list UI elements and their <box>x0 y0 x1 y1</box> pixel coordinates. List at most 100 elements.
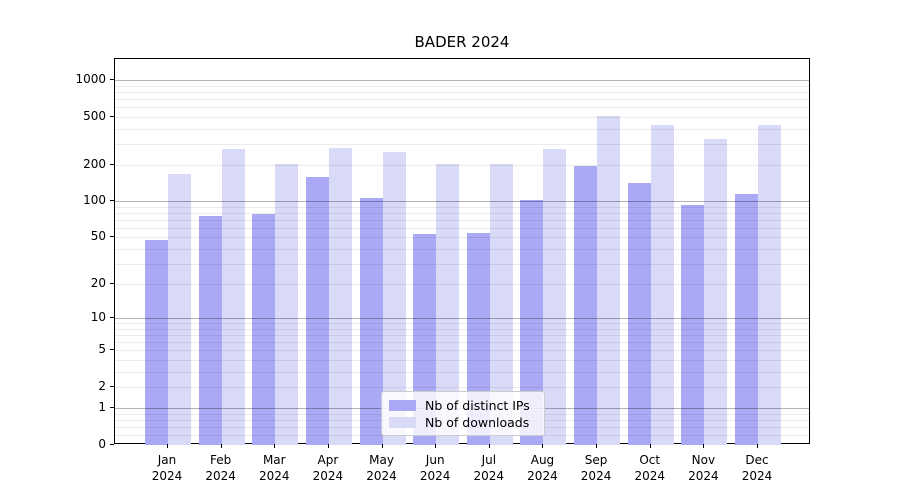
x-tick-mark <box>327 444 329 448</box>
bar-distinct-ips-oct <box>627 182 651 445</box>
x-tick-label-dec: Dec 2024 <box>741 453 773 483</box>
bar-distinct-ips-may <box>359 197 383 445</box>
y-tick-mark <box>110 283 114 285</box>
bar-downloads-sep <box>597 116 621 445</box>
bar-distinct-ips-feb <box>198 215 222 445</box>
x-tick-mark <box>435 444 437 448</box>
y-tick-mark <box>110 349 114 351</box>
gridline-minor <box>115 116 809 118</box>
y-tick-label: 20 <box>90 276 106 291</box>
bar-downloads-jun <box>436 163 460 445</box>
bar-downloads-may <box>382 152 406 445</box>
bar-distinct-ips-nov <box>681 205 705 445</box>
gridline-minor <box>115 323 809 325</box>
y-tick-mark <box>110 444 114 445</box>
legend-item-downloads: Nb of downloads <box>389 415 536 431</box>
gridline-minor <box>115 263 809 265</box>
plot-area: Nb of distinct IPs Nb of downloads <box>114 58 810 445</box>
bar-downloads-mar <box>275 163 299 445</box>
x-tick-label-feb: Feb 2024 <box>205 453 236 483</box>
gridline-minor <box>115 237 809 239</box>
gridline-minor <box>115 284 809 286</box>
bar-downloads-jul <box>489 163 513 445</box>
bar-distinct-ips-apr <box>305 176 329 445</box>
y-tick-mark <box>110 164 114 166</box>
bar-distinct-ips-dec <box>735 193 758 445</box>
gridline-minor <box>115 342 809 344</box>
y-tick-label: 5 <box>98 342 106 357</box>
x-tick-mark <box>274 444 276 448</box>
bar-downloads-apr <box>328 148 352 445</box>
legend-item-distinct-ips: Nb of distinct IPs <box>389 398 536 414</box>
gridline-minor <box>115 220 809 222</box>
y-tick-label: 200 <box>83 157 106 172</box>
y-tick-mark <box>110 200 114 202</box>
y-tick-label: 1 <box>98 400 106 415</box>
y-tick-label: 0 <box>98 437 106 451</box>
bar-distinct-ips-sep <box>574 165 598 445</box>
legend-swatch-distinct-ips <box>389 400 416 411</box>
x-tick-mark <box>488 444 490 448</box>
x-tick-label-may: May 2024 <box>366 453 397 483</box>
y-tick-mark <box>110 407 114 409</box>
bar-downloads-feb <box>221 149 245 445</box>
bar-distinct-ips-jan <box>145 239 168 445</box>
y-tick-label: 2 <box>98 379 106 394</box>
gridline-minor <box>115 92 809 94</box>
gridline-minor <box>115 335 809 337</box>
bar-downloads-jan <box>168 173 191 445</box>
bar-distinct-ips-mar <box>252 214 276 445</box>
chart-title: BADER 2024 <box>414 33 510 51</box>
x-tick-label-sep: Sep 2024 <box>580 453 612 483</box>
x-tick-label-jul: Jul 2024 <box>473 453 505 483</box>
y-tick-label: 1000 <box>75 72 106 87</box>
bar-downloads-dec <box>758 124 781 445</box>
x-tick-mark <box>167 444 168 448</box>
x-tick-label-aug: Aug 2024 <box>527 453 558 483</box>
bar-downloads-nov <box>704 138 728 445</box>
x-tick-mark <box>649 444 651 448</box>
x-tick-mark <box>703 444 705 448</box>
gridline-minor <box>115 371 809 373</box>
gridline-minor <box>115 360 809 362</box>
legend-label-distinct-ips: Nb of distinct IPs <box>425 397 530 413</box>
legend: Nb of distinct IPs Nb of downloads <box>381 391 545 436</box>
gridline-minor <box>115 350 809 352</box>
legend-label-downloads: Nb of downloads <box>425 414 530 430</box>
x-tick-mark <box>381 444 383 448</box>
x-tick-label-apr: Apr 2024 <box>312 453 344 483</box>
gridline-major <box>115 80 809 82</box>
y-tick-mark <box>110 317 114 319</box>
x-tick-label-jun: Jun 2024 <box>419 453 451 483</box>
gridline-minor <box>115 206 809 208</box>
y-tick-mark <box>110 236 114 238</box>
legend-swatch-downloads <box>389 417 416 428</box>
gridline-minor <box>115 107 809 109</box>
x-tick-label-oct: Oct 2024 <box>634 453 665 483</box>
x-tick-mark <box>757 444 758 448</box>
gridline-minor <box>115 165 809 167</box>
bar-downloads-oct <box>650 124 674 445</box>
gridline-minor <box>115 387 809 389</box>
gridline-minor <box>115 143 809 145</box>
y-tick-mark <box>110 386 114 388</box>
gridline-minor <box>115 329 809 331</box>
gridline-major <box>115 201 809 203</box>
y-tick-label: 10 <box>90 310 106 325</box>
y-tick-label: 100 <box>83 193 106 208</box>
x-tick-mark <box>542 444 544 448</box>
gridline-minor <box>115 99 809 101</box>
y-tick-mark <box>110 115 114 117</box>
x-tick-label-jan: Jan 2024 <box>151 453 183 483</box>
gridline-minor <box>115 213 809 215</box>
bar-downloads-aug <box>543 148 567 445</box>
y-tick-label: 50 <box>90 229 106 244</box>
x-tick-label-nov: Nov 2024 <box>688 453 719 483</box>
x-tick-mark <box>596 444 598 448</box>
x-tick-label-mar: Mar 2024 <box>258 453 290 483</box>
gridline-minor <box>115 249 809 250</box>
gridline-minor <box>115 128 809 130</box>
gridline-minor <box>115 85 809 87</box>
gridline-minor <box>115 228 809 230</box>
